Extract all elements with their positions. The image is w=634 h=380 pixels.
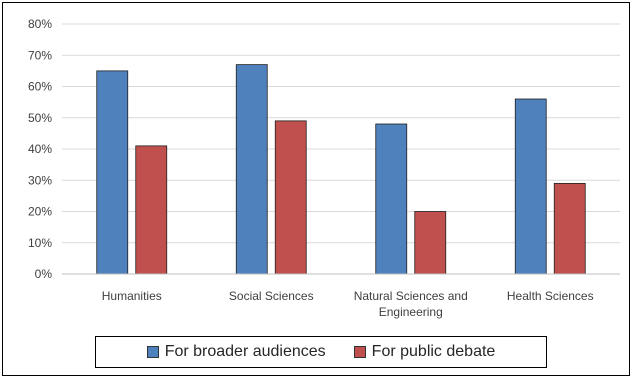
bar [135, 145, 168, 275]
legend-swatch-public-debate [353, 346, 366, 358]
y-tick-label: 80% [28, 17, 52, 31]
bar [274, 120, 307, 275]
legend-label-public-debate: For public debate [371, 343, 496, 360]
x-tick-label: Humanities [102, 289, 162, 303]
bar [235, 64, 268, 275]
bar [553, 182, 586, 275]
x-tick-label: Engineering [379, 305, 443, 319]
bar [414, 211, 447, 275]
y-tick-label: 50% [28, 111, 52, 125]
legend-swatch-broader-audiences [146, 346, 159, 358]
bar [375, 123, 408, 275]
bar [514, 98, 547, 275]
y-axis-ticks: 0% 10% 20% 30% 40% 50% 60% 70% 80% [28, 17, 52, 281]
y-tick-label: 20% [28, 205, 52, 219]
y-tick-label: 40% [28, 142, 52, 156]
legend-label-broader-audiences: For broader audiences [164, 343, 326, 360]
x-tick-label: Health Sciences [507, 289, 594, 303]
y-tick-label: 30% [28, 173, 52, 187]
legend-item-broader-audiences: For broader audiences [146, 343, 326, 361]
y-tick-label: 70% [28, 48, 52, 62]
x-tick-label: Social Sciences [229, 289, 314, 303]
y-tick-label: 0% [35, 267, 53, 281]
bar [96, 70, 129, 275]
y-tick-label: 10% [28, 236, 52, 250]
x-tick-label: Natural Sciences and [354, 289, 468, 303]
x-axis-labels: Humanities Social Sciences Natural Science… [102, 289, 594, 319]
legend: For broader audiences For public debate [95, 336, 547, 368]
legend-item-public-debate: For public debate [353, 343, 496, 361]
y-tick-label: 60% [28, 80, 52, 94]
bars [96, 64, 586, 275]
